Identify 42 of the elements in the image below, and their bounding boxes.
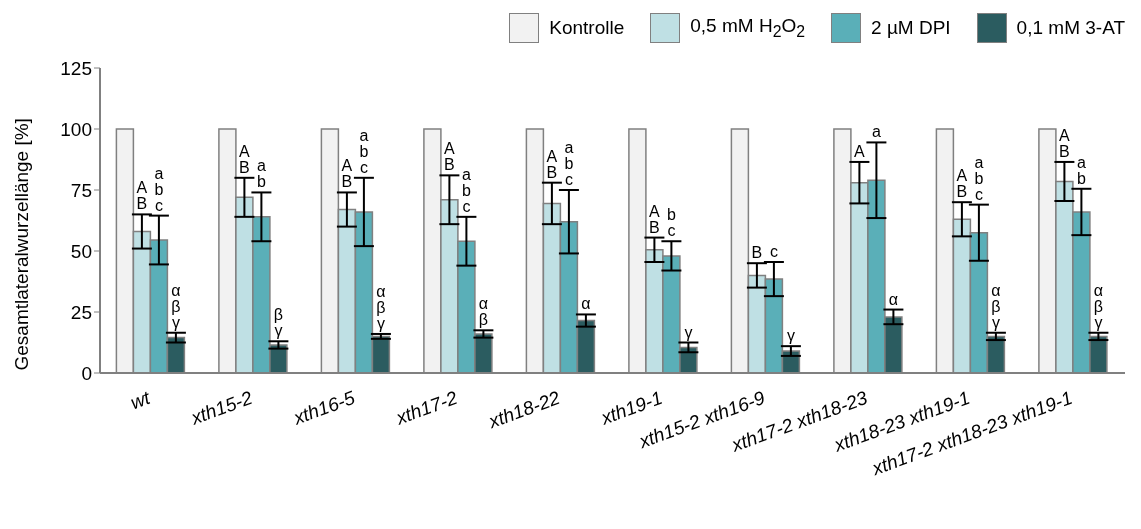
- data-label: α β: [478, 295, 489, 329]
- data-label: β γ: [273, 306, 283, 340]
- data-label: A: [854, 142, 866, 160]
- data-label: A B: [649, 202, 661, 236]
- data-label: γ: [786, 327, 795, 345]
- data-label: α β γ: [991, 281, 1001, 331]
- data-label: B: [751, 244, 763, 262]
- x-tick-label: wt: [127, 386, 154, 414]
- y-tick-label: 75: [70, 179, 92, 201]
- y-tick-label: 125: [60, 57, 92, 79]
- data-label: a b c: [974, 153, 984, 203]
- data-label: α β γ: [376, 282, 386, 332]
- legend-label: 2 µM DPI: [871, 17, 951, 39]
- data-label: a: [871, 123, 881, 141]
- data-label: a b: [256, 157, 266, 191]
- data-label: α β γ: [171, 281, 181, 331]
- data-label: A B: [546, 147, 558, 181]
- data-label: A B: [956, 167, 968, 201]
- legend-label: 0,1 mM 3-AT: [1016, 17, 1125, 39]
- legend-label: Kontrolle: [549, 17, 625, 39]
- data-label: a b c: [154, 164, 164, 214]
- data-label: a b: [1076, 153, 1086, 187]
- y-tick-label: 25: [70, 301, 92, 323]
- data-label: a b c: [564, 139, 574, 188]
- y-axis-title: Gesamtlateralwurzellänge [%]: [10, 118, 32, 371]
- legend-label: 0,5 mM H$_{2}$O$_{2}$: [690, 15, 806, 41]
- data-label: A B: [239, 142, 251, 176]
- y-tick-label: 100: [60, 118, 92, 140]
- data-label: α: [581, 295, 591, 313]
- data-label: a b c: [461, 165, 471, 215]
- data-label: A B: [444, 140, 456, 174]
- data-label: A B: [136, 179, 148, 213]
- data-label: b c: [666, 206, 676, 240]
- data-label: a b c: [359, 126, 369, 176]
- y-tick-label: 50: [70, 240, 92, 262]
- data-label: γ: [684, 323, 693, 341]
- data-label: c: [769, 242, 778, 260]
- y-tick-label: 0: [81, 362, 92, 384]
- data-label: α β γ: [1093, 281, 1104, 331]
- data-label: α: [888, 290, 899, 308]
- data-label: A B: [1059, 126, 1071, 160]
- data-label: A B: [341, 157, 353, 191]
